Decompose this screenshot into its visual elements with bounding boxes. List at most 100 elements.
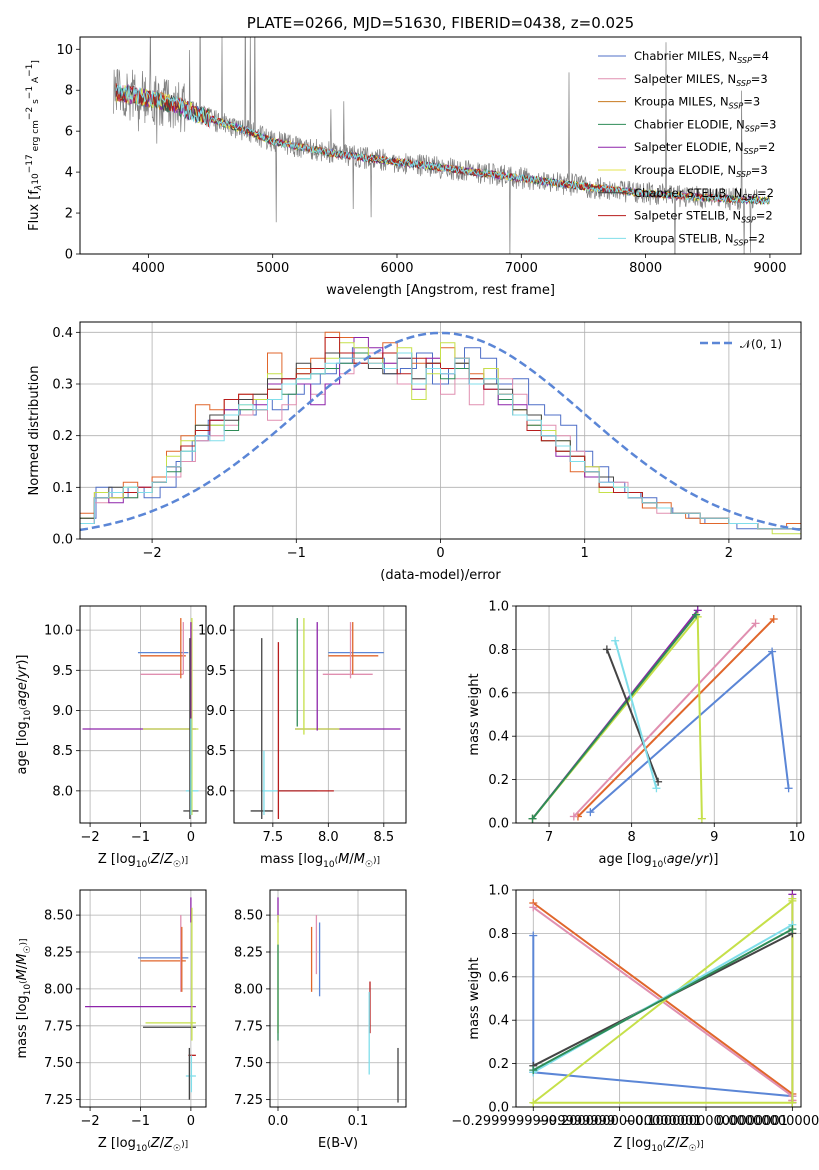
y-tick-label: 8.5 [52,744,73,759]
axes-frame [515,605,802,824]
panel-mass_vs_Z: −2 −1 0 7.25 7.50 7.75 8.00 8.25 8.50 Z [log10(Z/… [15,889,207,1154]
y-axis-label: mass [log10(M/M☉)] [15,938,33,1058]
legend-entry: Chabrier MILES, NSSP=4 [634,49,769,65]
histogram [80,352,801,530]
y-tick-label: 10.0 [44,624,73,639]
x-tick-label: −0.29999999999999999 [451,1114,615,1129]
weight-line [532,928,793,1071]
x-tick-label: 7 [545,830,553,845]
y-tick-label: 9.5 [206,664,227,679]
x-tick-label: −2 [143,546,162,561]
x-tick-label: −2 [80,1114,99,1129]
y-tick-label: 8.25 [234,946,263,961]
weight-line [573,622,757,818]
y-tick-label: 9.0 [52,704,73,719]
y-axis-label: mass weight [467,673,482,755]
x-axis-label: wavelength [Angstrom, rest frame] [326,283,555,298]
plot-area [528,606,793,823]
y-tick-label: 0.6 [488,970,509,985]
x-tick-label: 8 [628,830,636,845]
y-tick-label: 7.75 [44,1019,73,1034]
y-tick-label: 0.2 [488,1057,509,1072]
x-tick-label: 0.0 [268,1114,289,1129]
y-tick-label: 9.0 [206,704,227,719]
y-tick-label: 0.4 [52,326,73,341]
x-tick-label: 8.0 [318,830,339,845]
legend-entry: Chabrier ELODIE, NSSP=3 [634,117,776,133]
x-tick-label: 6000 [380,261,413,276]
y-tick-label: 0 [65,248,73,263]
y-tick-label: 0.0 [52,533,73,548]
x-tick-label: 10 [789,830,806,845]
weight-line [577,618,775,818]
x-tick-label: −2 [80,830,99,845]
legend-entry: Salpeter MILES, NSSP=3 [634,72,768,88]
chart-title: PLATE=0266, MJD=51630, FIBERID=0438, z=0… [247,14,634,32]
legend-entry: 𝒩(0, 1) [740,337,782,351]
x-tick-label: 0.00000000000000000 [716,1114,819,1129]
x-tick-label: 9000 [753,261,786,276]
axes-frame [269,889,407,1108]
axes-frame [79,889,207,1108]
y-tick-label: 0.2 [488,773,509,788]
weight-line [531,614,697,820]
y-tick-label: 0.3 [52,378,73,393]
panel-age_vs_mass: 7.5 8.0 8.5 8.0 8.5 9.0 9.5 10.0 mass [log10(M/M… [198,605,407,870]
x-axis-label: E(B-V) [318,1136,358,1151]
x-axis-label: age [log10(age/yr)] [598,852,718,870]
observed-spectrum [113,37,758,254]
panel-mass_weight_vs_Z: −0.29999999999999999−0.20000000000000001… [451,884,819,1155]
x-axis-label: Z [log10(Z/Z☉)] [98,1136,188,1154]
y-tick-label: 8.0 [206,784,227,799]
y-tick-label: 0.8 [488,927,509,942]
model-spectrum [115,84,770,206]
weight-line [589,649,790,813]
x-axis-label: Z [log10(Z/Z☉)] [613,1136,703,1154]
y-axis-label: age [log10(age/yr)] [15,654,33,774]
y-tick-label: 8.00 [234,982,263,997]
axes-frame [79,321,802,540]
weight-line [614,640,658,789]
y-tick-label: 8.25 [44,946,73,961]
y-tick-label: 7.25 [44,1093,73,1108]
y-axis-label: Flux [fλ10−17 erg cm−2 s−1 A−1] [25,60,44,231]
x-tick-label: 9 [710,830,718,845]
y-tick-label: 10 [56,43,73,58]
x-tick-label: −1 [287,546,306,561]
weight-line [530,898,794,1104]
y-axis-label: Normed distribution [27,366,42,496]
y-axis-label: mass weight [467,957,482,1039]
plot-area [277,897,399,1103]
plot-area [85,897,196,1100]
legend-entry: Kroupa ELODIE, NSSP=3 [634,163,768,179]
x-tick-label: 8.5 [373,830,394,845]
y-tick-label: 1.0 [488,884,509,899]
y-tick-label: 8.5 [206,744,227,759]
x-tick-label: 2 [725,546,733,561]
y-tick-label: 0.4 [488,730,509,745]
y-tick-label: 6 [65,125,73,140]
y-tick-label: 0.1 [52,481,73,496]
plot-area [82,618,199,819]
x-tick-label: −0.20000000000000001 [538,1114,702,1129]
panel-residuals: −2 −1 0 1 2 0.0 0.1 0.2 0.3 0.4 (data-model)/error… [27,321,802,583]
panel-mass_weight_vs_age: 7 8 9 10 0.0 0.2 0.4 0.6 0.8 1.0 age [log10(age/yr… [467,600,805,871]
axes-frame [79,605,207,824]
x-tick-label: −1 [131,830,150,845]
y-tick-label: 8.0 [52,784,73,799]
x-axis-label: mass [log10(M/M☉)] [260,852,380,870]
legend-entry: Chabrier STELIB, NSSP=2 [634,186,774,202]
x-tick-label: 7.5 [262,830,283,845]
plot-area [80,331,801,535]
x-tick-label: 1 [581,546,589,561]
y-tick-label: 10.0 [198,624,227,639]
weight-line [532,935,794,1103]
x-axis-label: (data-model)/error [380,568,501,583]
y-tick-label: 2 [65,207,73,222]
y-tick-label: 7.25 [234,1093,263,1108]
legend-entry: Kroupa STELIB, NSSP=2 [634,231,765,247]
x-tick-label: 0.1 [348,1114,369,1129]
y-tick-label: 7.50 [234,1056,263,1071]
y-tick-label: 0.0 [488,1101,509,1116]
y-tick-label: 0.8 [488,643,509,658]
